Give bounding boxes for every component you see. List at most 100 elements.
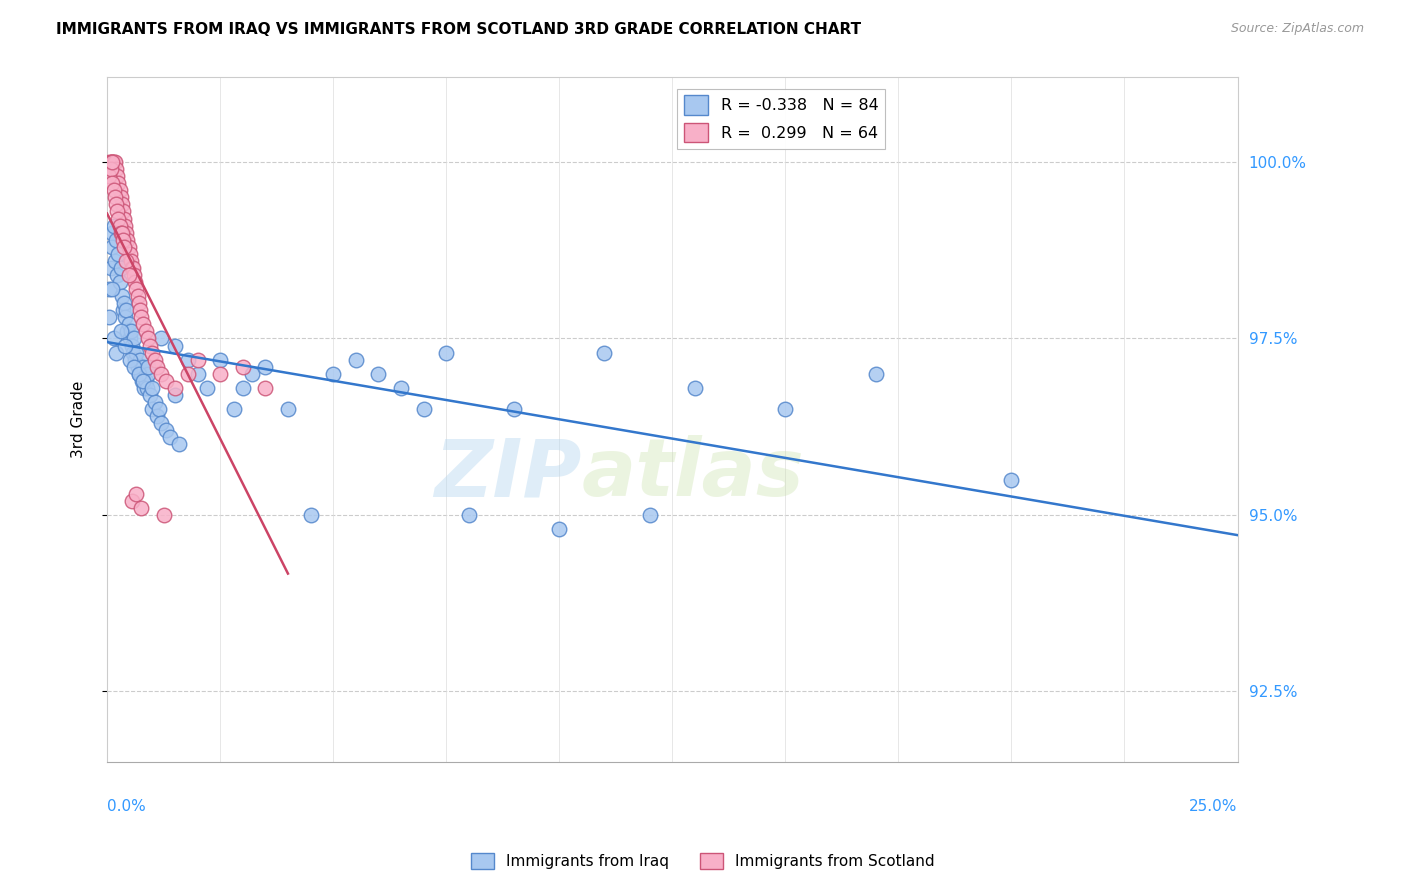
Point [101,240,124,254]
Point [155,374,177,388]
Point [122,268,145,282]
Point [163,338,186,352]
Point [103,183,125,197]
Point [222,402,245,417]
Point [232,381,254,395]
Point [139,388,162,402]
Point [115,226,138,240]
Text: IMMIGRANTS FROM IRAQ VS IMMIGRANTS FROM SCOTLAND 3RD GRADE CORRELATION CHART: IMMIGRANTS FROM IRAQ VS IMMIGRANTS FROM … [56,22,862,37]
Point [209,352,232,367]
Point [177,352,200,367]
Point [322,367,344,381]
Point [141,345,163,359]
Point [110,226,132,240]
Point [105,169,128,184]
Point [150,416,173,430]
Point [100,226,122,240]
Point [115,253,138,268]
Point [118,247,141,261]
Text: atlas: atlas [582,435,804,514]
Point [131,374,153,388]
Point [112,296,135,310]
Point [412,402,434,417]
Point [159,430,181,444]
Text: 0.0%: 0.0% [107,799,146,814]
Legend: R = -0.338   N = 84, R =  0.299   N = 64: R = -0.338 N = 84, R = 0.299 N = 64 [678,89,884,149]
Point [169,437,191,451]
Point [134,381,156,395]
Point [100,176,122,190]
Point [118,240,141,254]
Point [110,260,132,275]
Point [114,219,136,233]
Point [128,352,150,367]
Point [110,226,132,240]
Point [100,155,122,169]
Point [121,338,143,352]
Point [143,395,166,409]
Point [503,402,526,417]
Point [122,345,145,359]
Legend: Immigrants from Iraq, Immigrants from Scotland: Immigrants from Iraq, Immigrants from Sc… [465,847,941,875]
Point [121,260,143,275]
Point [105,197,128,211]
Point [107,176,129,190]
Point [118,331,141,345]
Point [141,381,163,395]
Point [240,367,263,381]
Point [127,359,149,374]
Point [865,367,887,381]
Point [135,381,157,395]
Point [155,423,177,437]
Point [129,500,152,515]
Point [127,289,149,303]
Point [128,303,150,318]
Point [117,325,139,339]
Point [434,345,457,359]
Point [117,233,139,247]
Point [548,522,571,536]
Point [115,303,138,318]
Text: Source: ZipAtlas.com: Source: ZipAtlas.com [1230,22,1364,36]
Point [112,240,135,254]
Point [186,352,208,367]
Point [107,211,129,226]
Point [101,155,124,169]
Point [104,190,127,204]
Point [593,345,616,359]
Point [177,367,200,381]
Point [163,381,186,395]
Point [122,260,145,275]
Point [110,197,132,211]
Point [150,367,173,381]
Point [146,359,169,374]
Point [108,219,131,233]
Y-axis label: 3rd Grade: 3rd Grade [72,381,86,458]
Point [105,268,128,282]
Point [111,233,134,247]
Point [128,367,150,381]
Point [124,352,146,367]
Point [118,352,141,367]
Point [143,352,166,367]
Point [110,190,132,204]
Point [104,155,127,169]
Point [136,367,159,381]
Point [110,325,132,339]
Point [101,155,124,169]
Point [103,331,125,345]
Point [114,338,136,352]
Point [132,318,155,332]
Point [299,508,322,522]
Point [146,409,169,423]
Point [98,169,121,184]
Point [105,204,128,219]
Point [129,310,152,325]
Point [457,508,479,522]
Point [128,367,150,381]
Text: 25.0%: 25.0% [1189,799,1237,814]
Point [128,296,150,310]
Point [98,282,121,296]
Point [100,260,122,275]
Point [107,247,129,261]
